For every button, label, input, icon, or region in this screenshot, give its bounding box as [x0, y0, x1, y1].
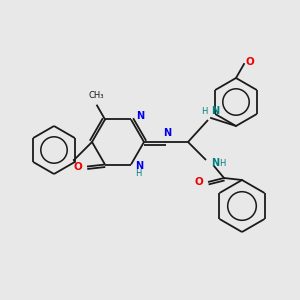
Text: H: H — [219, 158, 225, 167]
Text: N: N — [163, 128, 171, 138]
Text: CH₃: CH₃ — [88, 92, 104, 100]
Text: N: N — [136, 112, 144, 122]
Text: H: H — [201, 107, 207, 116]
Text: H: H — [135, 169, 141, 178]
Text: O: O — [246, 57, 255, 67]
Text: O: O — [73, 161, 82, 172]
Text: N: N — [211, 106, 219, 116]
Text: O: O — [194, 177, 203, 187]
Text: N: N — [135, 160, 143, 170]
Text: N: N — [211, 158, 219, 168]
